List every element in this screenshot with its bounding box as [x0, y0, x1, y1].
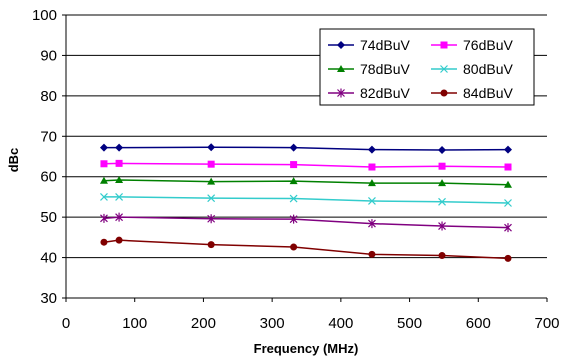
legend-item: 78dBuV — [328, 61, 410, 77]
data-point — [207, 177, 216, 185]
data-point — [368, 250, 376, 258]
series-80dBuV — [100, 193, 512, 207]
data-point — [504, 223, 512, 233]
legend-marker — [440, 41, 448, 49]
data-point — [207, 241, 215, 249]
data-point — [100, 238, 108, 246]
y-axis-title: dBc — [6, 148, 21, 173]
data-point — [438, 197, 446, 206]
data-point — [438, 221, 446, 231]
data-point — [100, 160, 108, 168]
data-point — [100, 213, 108, 223]
legend-marker — [337, 41, 345, 49]
data-point — [207, 143, 216, 152]
series-line — [103, 216, 509, 229]
x-tick-label: 200 — [191, 315, 216, 332]
data-point — [368, 197, 376, 205]
series-line — [103, 162, 509, 168]
data-point — [115, 212, 124, 222]
legend-marker — [440, 65, 448, 73]
series-line — [103, 196, 509, 204]
legend-item: 74dBuV — [328, 37, 410, 53]
series-84dBuV — [100, 236, 512, 262]
data-point — [99, 176, 108, 184]
y-tick-label: 60 — [40, 169, 57, 186]
y-tick-labels: 30 40 50 60 70 80 90 100 — [32, 7, 57, 307]
data-point — [438, 146, 447, 155]
data-point — [115, 159, 123, 167]
legend-marker — [337, 65, 345, 72]
data-point — [290, 243, 298, 251]
data-point — [207, 194, 216, 203]
series-76dBuV — [100, 159, 512, 171]
legend-item: 84dBuV — [431, 85, 513, 101]
data-point — [289, 194, 298, 203]
x-tick-label: 700 — [534, 315, 559, 332]
x-tick-label: 400 — [328, 315, 353, 332]
x-tick-label: 300 — [260, 315, 285, 332]
series-82dBuV — [100, 212, 512, 233]
y-tick-label: 80 — [40, 88, 57, 105]
data-point — [504, 180, 513, 188]
data-point — [100, 193, 108, 201]
data-point — [438, 162, 446, 170]
data-point — [504, 199, 512, 207]
legend-label: 84dBuV — [463, 85, 513, 101]
y-tick-label: 40 — [40, 250, 57, 267]
data-point — [504, 254, 512, 262]
legend-label: 80dBuV — [463, 61, 513, 77]
data-point — [289, 143, 298, 152]
legend-marker — [337, 88, 345, 98]
y-tick-label: 50 — [40, 209, 57, 226]
y-tick-label: 30 — [40, 290, 57, 307]
data-point — [99, 143, 108, 152]
data-point — [115, 143, 124, 152]
data-point — [504, 145, 513, 154]
data-point — [289, 177, 298, 185]
data-point — [504, 163, 512, 171]
axes — [62, 14, 548, 302]
legend-label: 82dBuV — [360, 85, 410, 101]
x-axis-title: Frequency (MHz) — [254, 341, 359, 356]
data-point — [367, 145, 376, 154]
legend-label: 74dBuV — [360, 37, 410, 53]
x-tick-label: 500 — [397, 315, 422, 332]
data-point — [115, 236, 123, 244]
legend-item: 80dBuV — [431, 61, 513, 77]
data-point — [438, 179, 447, 187]
legend-item: 82dBuV — [328, 85, 410, 101]
y-tick-label: 90 — [40, 47, 57, 64]
y-tick-label: 100 — [32, 7, 57, 24]
series-line — [103, 146, 509, 151]
x-tick-label: 100 — [122, 315, 147, 332]
series-74dBuV — [99, 143, 513, 155]
series-group — [99, 143, 513, 262]
data-point — [368, 219, 376, 229]
legend-item: 76dBuV — [431, 37, 513, 53]
x-tick-label: 0 — [62, 315, 70, 332]
data-point — [115, 175, 124, 183]
legend-box — [319, 28, 535, 106]
y-tick-label: 70 — [40, 128, 57, 145]
x-tick-label: 600 — [466, 315, 491, 332]
series-line — [103, 239, 509, 260]
data-point — [438, 252, 446, 260]
series-line — [103, 179, 509, 186]
data-point — [289, 214, 298, 224]
data-point — [367, 179, 376, 187]
data-point — [290, 161, 298, 169]
x-tick-labels: 0 100 200 300 400 500 600 700 — [62, 315, 560, 332]
legend-label: 76dBuV — [463, 37, 513, 53]
data-point — [207, 160, 215, 168]
legend-marker — [440, 89, 448, 97]
legend: 74dBuV 76dBuV 78dBuV 80dBuV 82dBuV 84dBuV — [319, 28, 535, 106]
data-point — [207, 214, 216, 224]
legend-label: 78dBuV — [360, 61, 410, 77]
series-78dBuV — [99, 175, 513, 188]
data-point — [368, 163, 376, 171]
data-point — [115, 193, 124, 201]
